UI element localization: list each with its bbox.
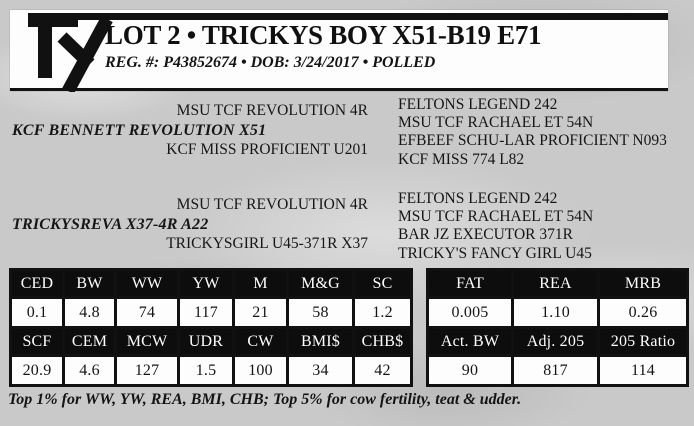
table-header-row: Act. BW Adj. 205 205 Ratio [426, 326, 689, 357]
epd-value: 20.9 [9, 354, 65, 387]
epd-value: 74 [114, 296, 180, 329]
ancestor-name: TRICKY'S FANCY GIRL U45 [398, 244, 592, 262]
col-header: BW [62, 268, 117, 299]
ancestor-name: EFBEEF SCHU-LAR PROFICIENT N093 [398, 132, 667, 150]
sire-ancestors-column: FELTONS LEGEND 242 MSU TCF RACHAEL ET 54… [398, 96, 667, 169]
col-header: Act. BW [426, 326, 514, 357]
epd-value: 58 [286, 296, 355, 329]
table-value-row: 0.005 1.10 0.26 [426, 296, 689, 329]
col-header: CEM [62, 326, 117, 357]
pedigree-sire-group: MSU TCF REVOLUTION 4R KCF BENNETT REVOLU… [12, 96, 667, 169]
performance-note: Top 1% for WW, YW, REA, BMI, CHB; Top 5%… [8, 391, 522, 408]
ancestor-name: KCF MISS 774 L82 [398, 150, 525, 168]
col-header: 205 Ratio [597, 326, 689, 357]
table-value-row: 0.1 4.8 74 117 21 58 1.2 [9, 296, 413, 329]
epd-value: 42 [352, 354, 413, 387]
header-rule [28, 13, 668, 20]
col-header: YW [177, 268, 235, 299]
col-header: WW [114, 268, 180, 299]
carcass-table: FAT REA MRB 0.005 1.10 0.26 Act. BW Adj.… [426, 268, 689, 387]
pedigree-dam-group: MSU TCF REVOLUTION 4R TRICKYSREVA X37-4R… [12, 190, 593, 263]
ancestor-name: FELTONS LEGEND 242 [398, 190, 558, 207]
sire-of-sire: MSU TCF REVOLUTION 4R [176, 102, 368, 119]
epd-value: 4.6 [62, 354, 117, 387]
carcass-value: 0.26 [597, 296, 689, 329]
col-header: MCW [114, 326, 180, 357]
ancestor-name: MSU TCF RACHAEL ET 54N [398, 208, 594, 226]
registration-line: REG. #: P43852674 • DOB: 3/24/2017 • POL… [105, 54, 436, 71]
dam-of-dam: TRICKYSGIRL U45-371R X37 [166, 235, 368, 252]
col-header: FAT [426, 268, 514, 299]
col-header: CED [9, 268, 65, 299]
lot-header: LOT 2 • TRICKYS BOY X51-B19 E71 REG. #: … [10, 10, 668, 92]
carcass-value: 0.005 [426, 296, 514, 329]
ancestor-name: MSU TCF RACHAEL ET 54N [398, 114, 594, 132]
sire-name: KCF BENNETT REVOLUTION X51 [12, 121, 267, 139]
table-header-row: SCF CEM MCW UDR CW BMI$ CHB$ [9, 326, 413, 357]
col-header: Adj. 205 [511, 326, 600, 357]
epd-value: 117 [177, 296, 235, 329]
lot-title: LOT 2 • TRICKYS BOY X51-B19 E71 [105, 20, 542, 50]
dam-name: TRICKYSREVA X37-4R A22 [12, 215, 209, 233]
epd-value: 21 [232, 296, 289, 329]
carcass-value: 90 [426, 354, 514, 387]
col-header: SCF [9, 326, 65, 357]
epd-value: 100 [232, 354, 289, 387]
table-header-row: CED BW WW YW M M&G SC [9, 268, 413, 299]
epd-value: 0.1 [9, 296, 65, 329]
dam-of-sire: KCF MISS PROFICIENT U201 [166, 141, 368, 158]
carcass-value: 114 [597, 354, 689, 387]
table-value-row: 90 817 114 [426, 354, 689, 387]
col-header: SC [352, 268, 413, 299]
carcass-value: 817 [511, 354, 600, 387]
sire-column: MSU TCF REVOLUTION 4R KCF BENNETT REVOLU… [12, 96, 368, 160]
epd-value: 34 [286, 354, 355, 387]
epd-value: 4.8 [62, 296, 117, 329]
col-header: REA [511, 268, 600, 299]
col-header: MRB [597, 268, 689, 299]
sire-of-dam: MSU TCF REVOLUTION 4R [176, 196, 368, 213]
col-header: CW [232, 326, 289, 357]
carcass-value: 1.10 [511, 296, 600, 329]
ancestor-name: BAR JZ EXECUTOR 371R [398, 226, 573, 244]
ancestor-name: FELTONS LEGEND 242 [398, 96, 558, 113]
epd-table: CED BW WW YW M M&G SC 0.1 4.8 74 117 21 … [9, 268, 413, 387]
header-text: LOT 2 • TRICKYS BOY X51-B19 E71 REG. #: … [105, 20, 662, 72]
epd-value: 1.5 [177, 354, 235, 387]
col-header: CHB$ [352, 326, 413, 357]
col-header: UDR [177, 326, 235, 357]
dam-ancestors-column: FELTONS LEGEND 242 MSU TCF RACHAEL ET 54… [398, 190, 593, 263]
table-value-row: 20.9 4.6 127 1.5 100 34 42 [9, 354, 413, 387]
table-header-row: FAT REA MRB [426, 268, 689, 299]
epd-value: 1.2 [352, 296, 413, 329]
col-header: BMI$ [286, 326, 355, 357]
dam-column: MSU TCF REVOLUTION 4R TRICKYSREVA X37-4R… [12, 190, 368, 254]
ty-brand-logo-icon [28, 14, 113, 92]
col-header: M [232, 268, 289, 299]
epd-value: 127 [114, 354, 180, 387]
col-header: M&G [286, 268, 355, 299]
